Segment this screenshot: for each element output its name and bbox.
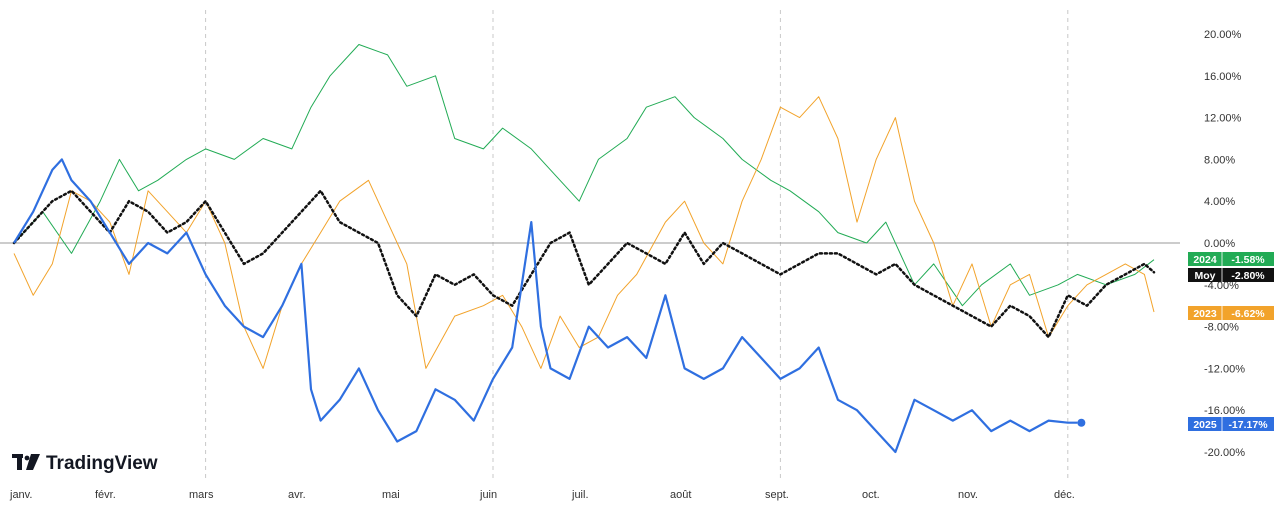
x-tick-label: janv. [9, 489, 32, 501]
tag-series-value: -17.17% [1228, 419, 1268, 431]
y-tick-label: 12.00% [1204, 113, 1242, 125]
x-axis: janv. févr. mars avr. mai juin juil. août sept. o… [9, 489, 1075, 501]
grid-layer [205, 10, 1069, 482]
series-layer [12, 44, 1156, 454]
x-tick-label: avr. [288, 489, 306, 501]
y-tick-label: -20.00% [1204, 447, 1245, 459]
tag-series-value: -2.80% [1231, 270, 1265, 282]
y-tick-label: 4.00% [1204, 196, 1235, 208]
logo-text: TradingView [46, 453, 158, 474]
x-tick-label: févr. [95, 489, 116, 501]
y-tick-label: 0.00% [1204, 238, 1235, 250]
x-tick-label: oct. [862, 489, 880, 501]
last-value-tag-2024: 2024 -1.58% [1188, 252, 1274, 266]
x-tick-label: août [670, 489, 691, 501]
tag-series-value: -1.58% [1231, 254, 1265, 266]
y-tick-label: 8.00% [1204, 154, 1235, 166]
tradingview-logo[interactable]: TradingView [12, 453, 158, 474]
last-value-tag-2023: 2023 -6.62% [1188, 306, 1274, 320]
x-tick-label: juil. [571, 489, 589, 501]
series-end-marker-2025 [1077, 418, 1086, 427]
series-line-2024 [13, 44, 1155, 307]
last-value-tag-moy: Moy -2.80% [1188, 268, 1274, 282]
y-tick-label: 16.00% [1204, 71, 1242, 83]
y-tick-label: -8.00% [1204, 322, 1239, 334]
y-tick-label: -12.00% [1204, 363, 1245, 375]
tag-series-name: 2025 [1193, 419, 1217, 431]
series-line-moy [12, 189, 1156, 339]
y-tick-label: 20.00% [1204, 29, 1242, 41]
y-tick-label: -16.00% [1204, 405, 1245, 417]
x-tick-label: mars [189, 489, 214, 501]
x-tick-label: juin [479, 489, 497, 501]
last-value-tag-2025: 2025 -17.17% [1188, 417, 1274, 431]
tradingview-logo-icon [12, 454, 40, 470]
x-tick-label: déc. [1054, 489, 1075, 501]
y-axis: 20.00% 16.00% 12.00% 8.00% 4.00% 0.00% -4.00% -… [1204, 29, 1245, 459]
series-line-2025 [13, 158, 1078, 454]
last-value-tags: 2024 -1.58% 2023 -6.62% Moy -2.80% 2025 -17.17% [1188, 252, 1274, 431]
y-tick-label: -4.00% [1204, 280, 1239, 292]
tag-series-name: Moy [1195, 270, 1216, 282]
x-tick-label: nov. [958, 489, 978, 501]
tag-series-name: 2023 [1193, 308, 1217, 320]
tag-series-value: -6.62% [1231, 308, 1265, 320]
x-tick-label: sept. [765, 489, 789, 501]
tag-series-name: 2024 [1193, 254, 1217, 266]
x-tick-label: mai [382, 489, 400, 501]
